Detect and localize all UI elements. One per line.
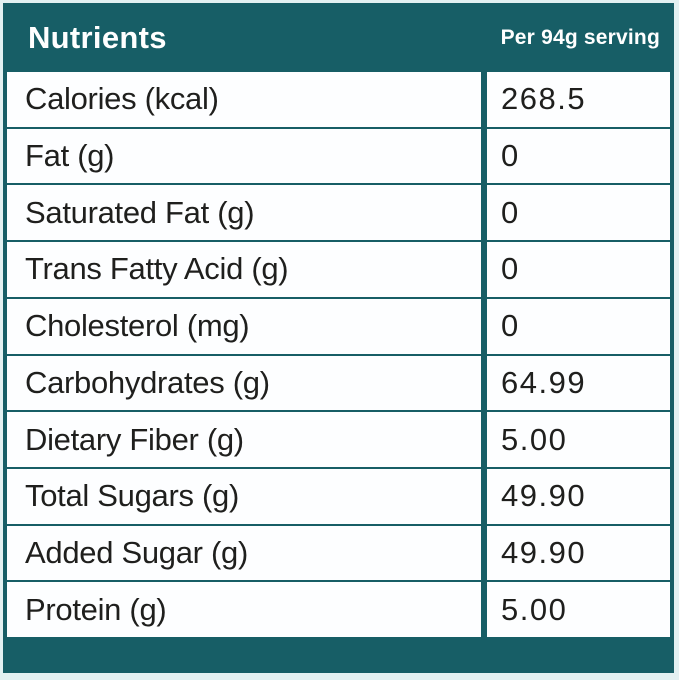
nutrient-value: 0 [481, 185, 670, 241]
table-row: Fat (g) 0 [7, 128, 670, 186]
table-row: Added Sugar (g) 49.90 [7, 525, 670, 583]
table-row: Saturated Fat (g) 0 [7, 185, 670, 243]
nutrient-label: Carbohydrates (g) [25, 364, 270, 400]
table-row: Carbohydrates (g) 64.99 [7, 355, 670, 413]
table-title: Nutrients [28, 19, 167, 55]
nutrient-value: 0 [481, 242, 670, 297]
nutrient-label: Saturated Fat (g) [25, 194, 255, 230]
nutrient-value: 0 [481, 298, 670, 354]
table-row: Dietary Fiber (g) 5.00 [7, 412, 670, 469]
table-row: Cholesterol (mg) 0 [7, 298, 670, 356]
nutrient-value: 64.99 [481, 355, 670, 411]
nutrient-label: Fat (g) [25, 138, 115, 174]
nutrient-value: 49.90 [481, 468, 670, 524]
serving-size-label: Per 94g serving [500, 25, 660, 49]
table-row: Protein (g) 5.00 [7, 582, 670, 638]
nutrient-label: Protein (g) [25, 591, 167, 627]
table-row: Calories (kcal) 268.5 [7, 72, 670, 129]
nutrient-label: Cholesterol (mg) [25, 308, 250, 344]
nutrient-label: Calories (kcal) [25, 81, 219, 117]
nutrient-value: 268.5 [481, 72, 670, 127]
nutrient-value: 5.00 [481, 412, 670, 467]
nutrient-label: Dietary Fiber (g) [25, 421, 244, 457]
nutrient-value: 49.90 [481, 525, 670, 581]
table-header: Nutrients Per 94g serving [3, 3, 674, 72]
nutrient-value: 5.00 [481, 582, 670, 638]
table-body: Calories (kcal) 268.5 Fat (g) 0 Saturate… [3, 72, 674, 638]
nutrient-label: Added Sugar (g) [25, 534, 248, 570]
nutrient-label: Trans Fatty Acid (g) [25, 251, 289, 287]
table-row: Trans Fatty Acid (g) 0 [7, 242, 670, 299]
nutrient-value: 0 [481, 128, 670, 184]
table-footer-bar [3, 637, 674, 673]
nutrition-facts-table: Nutrients Per 94g serving Calories (kcal… [3, 3, 674, 673]
nutrient-label: Total Sugars (g) [25, 478, 240, 514]
table-row: Total Sugars (g) 49.90 [7, 468, 670, 526]
